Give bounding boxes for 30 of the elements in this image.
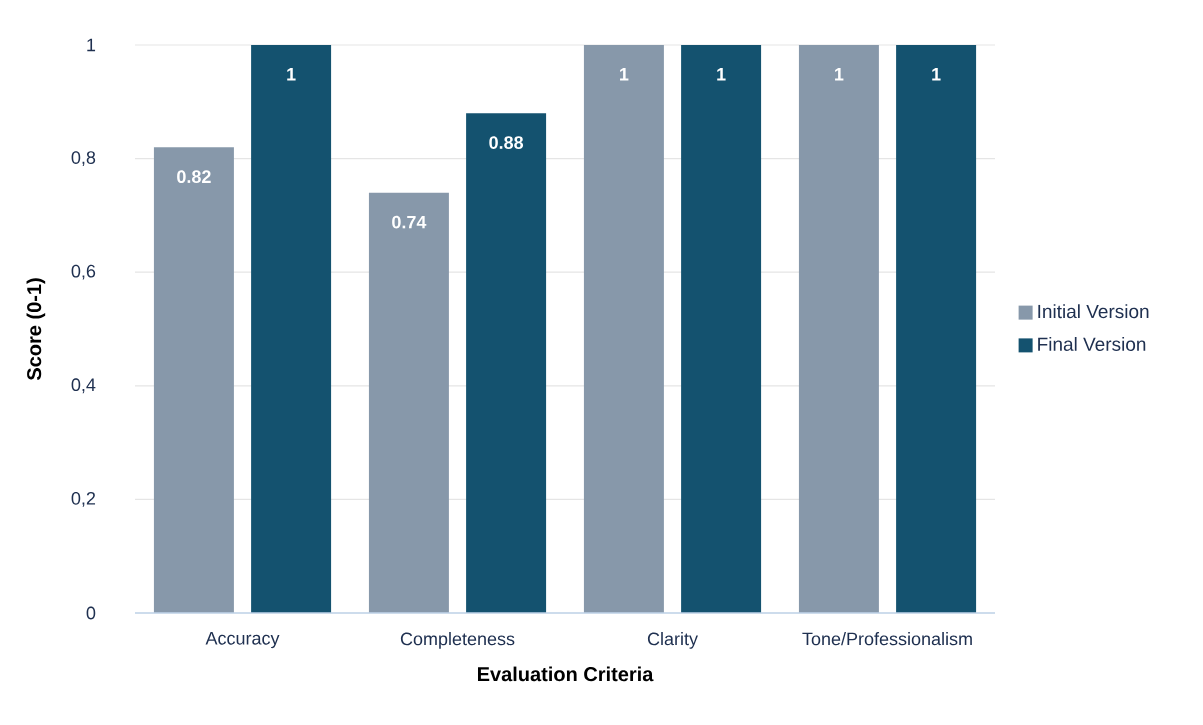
bar [896, 45, 977, 613]
legend-label: Final Version [1038, 337, 1146, 351]
bar [798, 45, 879, 613]
data-label: 0.74 [392, 215, 427, 229]
data-label: 1 [932, 68, 941, 81]
x-tick-label: Accuracy [205, 632, 280, 649]
data-label: 0.82 [177, 170, 211, 184]
legend-label: Initial Version [1038, 304, 1149, 319]
data-label: 1 [835, 68, 844, 81]
y-tick-label: 0,8 [71, 151, 96, 167]
data-label: 1 [717, 68, 726, 81]
data-label: 0.88 [489, 136, 524, 149]
bar [583, 45, 664, 613]
x-tick-label: Clarity [647, 632, 698, 649]
bar [368, 192, 449, 613]
x-tick-label: Tone/Professionalism [802, 632, 972, 646]
y-tick-label: 0 [86, 606, 96, 620]
y-tick-label: 0,2 [71, 491, 96, 507]
x-axis-title: Evaluation Criteria [478, 666, 654, 682]
data-label: 1 [287, 68, 296, 81]
bar [681, 45, 762, 613]
data-label: 1 [620, 68, 629, 81]
x-tick-label: Completeness [400, 632, 515, 649]
y-tick-label: 1 [87, 38, 96, 52]
bar [466, 113, 547, 613]
y-tick-label: 0,4 [71, 378, 96, 394]
y-tick-label: 0,6 [71, 264, 96, 280]
bar [153, 147, 234, 613]
y-axis-title: Score (0-1) [26, 278, 46, 381]
bar [251, 45, 332, 613]
